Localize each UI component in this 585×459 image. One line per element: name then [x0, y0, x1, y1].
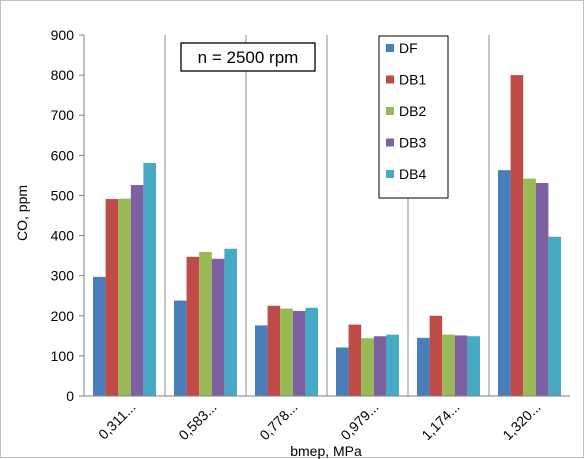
legend-swatch-db3	[386, 138, 394, 147]
x-tick-label: 1,174...	[418, 399, 462, 443]
bar-df-1	[93, 276, 106, 396]
x-tick-label: 0,979...	[337, 399, 381, 443]
y-tick-labels: 0 100 200 300 400 500 600 700 800 900	[51, 27, 75, 404]
bar-db3-4	[373, 336, 387, 396]
bar-db3-1	[130, 185, 144, 396]
bar-db1-2	[186, 256, 200, 396]
bar-db1-1	[105, 199, 119, 396]
legend-label-db4: DB4	[399, 166, 426, 182]
x-axis-title: bmep, MPa	[290, 443, 362, 459]
legend-swatch-db2	[386, 107, 394, 115]
bar-df-6	[498, 170, 511, 396]
y-tick-label: 400	[51, 228, 75, 244]
bar-db1-6	[510, 75, 524, 396]
legend-swatch-db1	[386, 75, 394, 84]
y-tick-label: 100	[51, 348, 75, 364]
bar-db1-4	[348, 324, 362, 396]
legend-swatch-db4	[386, 170, 394, 178]
bar-db2-5	[442, 334, 455, 396]
x-tick-label: 1,320...	[499, 399, 543, 443]
y-tick-label: 300	[51, 268, 75, 284]
bar-db4-3	[305, 307, 318, 396]
bar-db1-3	[267, 305, 281, 396]
bar-db2-3	[280, 308, 293, 396]
bars-layer	[93, 75, 561, 396]
bar-df-3	[255, 325, 268, 396]
x-tick-label: 0,583...	[175, 399, 219, 443]
bar-db4-5	[467, 336, 480, 396]
bar-db4-1	[143, 162, 156, 396]
axes-layer	[79, 34, 570, 397]
x-tick-labels: 0,311... 0,583... 0,778... 0,979... 1,174...…	[95, 399, 544, 443]
y-tick-label: 700	[51, 107, 75, 123]
bar-db1-5	[429, 315, 443, 396]
bar-db2-2	[199, 252, 212, 396]
bar-db3-2	[211, 258, 225, 396]
legend-swatch-df	[386, 44, 394, 52]
bar-db4-4	[386, 334, 399, 396]
bar-db3-5	[454, 335, 468, 396]
bar-db4-2	[224, 248, 237, 396]
x-tick-label: 0,311...	[95, 399, 139, 443]
bar-df-5	[417, 337, 430, 396]
rpm-annotation-text: n = 2500 rpm	[198, 48, 299, 67]
legend-label-db3: DB3	[399, 135, 426, 151]
bar-db2-6	[523, 178, 536, 396]
y-tick-label: 200	[51, 308, 75, 324]
bar-db4-6	[548, 236, 561, 396]
y-tick-label: 800	[51, 67, 75, 83]
bar-db2-1	[118, 198, 131, 396]
x-tick-label: 0,778...	[256, 399, 300, 443]
legend: DF DB1 DB2 DB3 DB4	[378, 35, 449, 199]
bar-db3-3	[292, 310, 306, 396]
legend-label-db2: DB2	[399, 103, 426, 119]
y-tick-label: 0	[66, 388, 74, 404]
legend-label-df: DF	[399, 40, 418, 56]
y-tick-label: 600	[51, 147, 75, 163]
bar-df-4	[336, 347, 349, 396]
bar-db2-4	[361, 338, 374, 396]
bar-df-2	[174, 300, 187, 396]
y-tick-label: 500	[51, 187, 75, 203]
y-axis-title: CO, ppm	[14, 185, 30, 241]
legend-label-db1: DB1	[399, 72, 426, 88]
y-tick-label: 900	[51, 27, 75, 43]
bar-db3-6	[535, 183, 549, 396]
rpm-annotation: n = 2500 rpm	[180, 42, 316, 72]
